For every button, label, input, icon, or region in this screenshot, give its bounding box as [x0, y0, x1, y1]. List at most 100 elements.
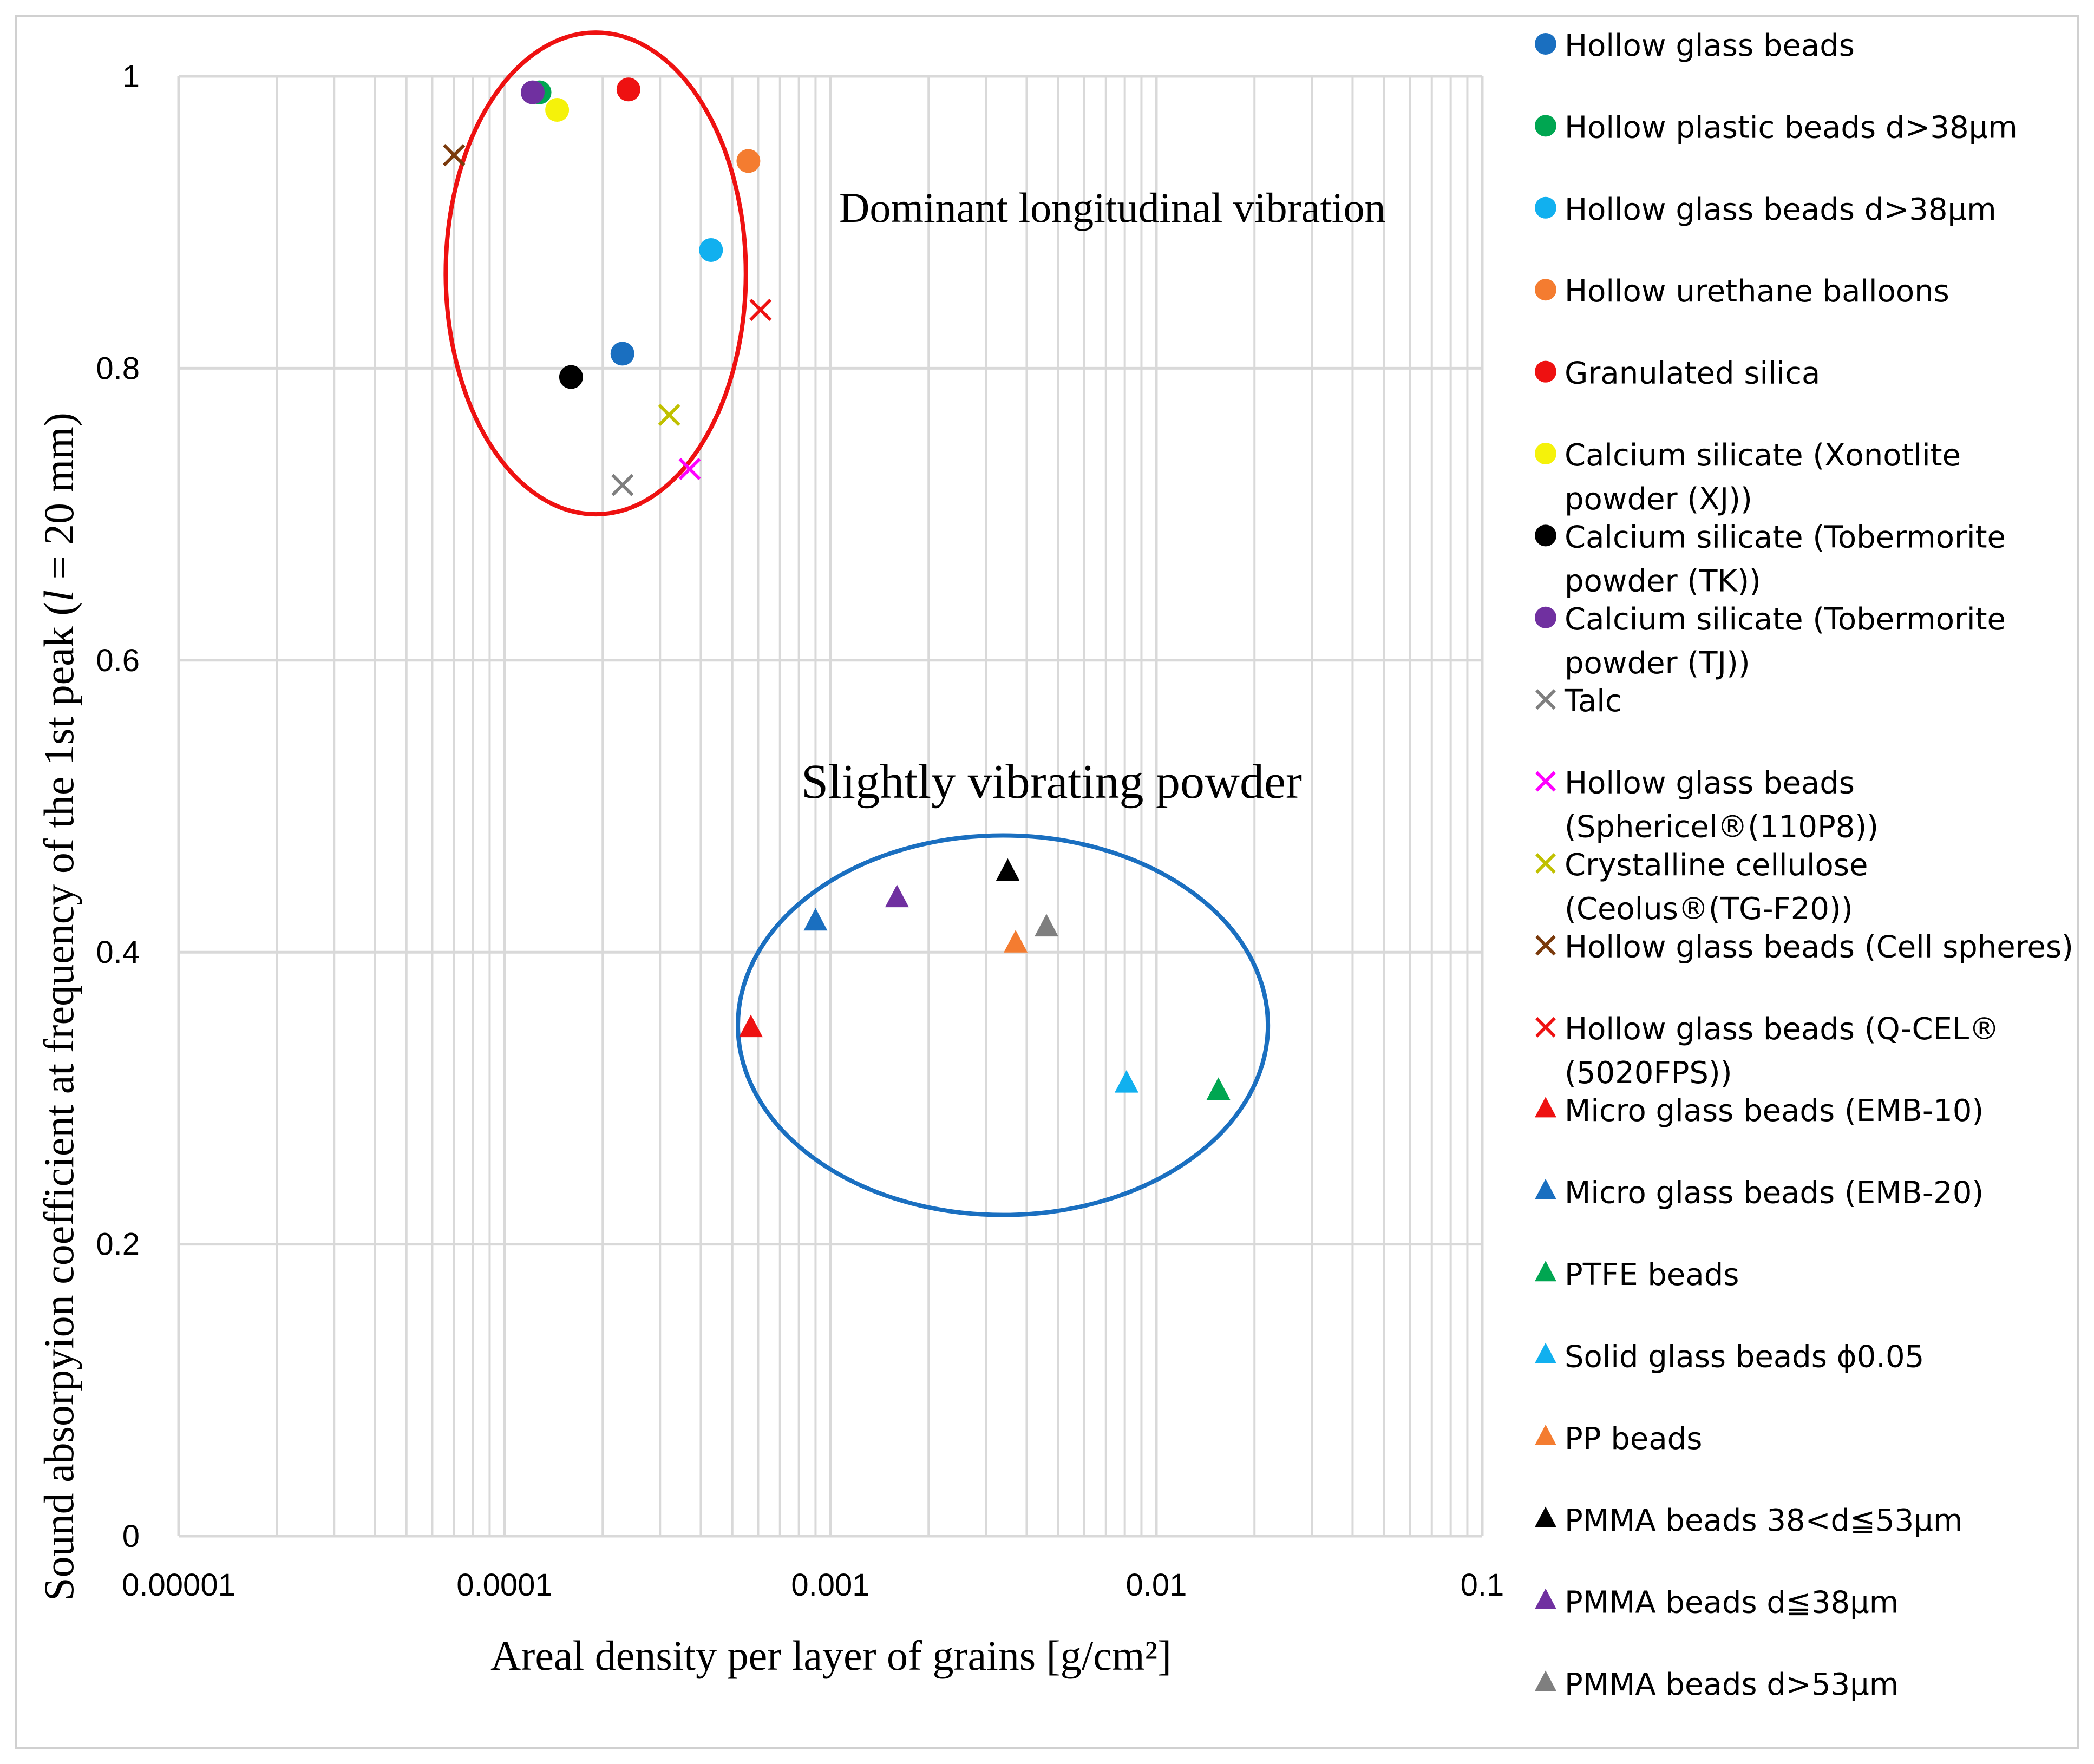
x-tick-label: 0.0001	[456, 1568, 552, 1603]
x-axis-title: Areal density per layer of grains [g/cm²…	[490, 1632, 1172, 1679]
legend-label: Hollow glass beads d>38μm	[1565, 192, 1997, 227]
legend-marker	[1535, 1506, 1556, 1527]
legend-label: Calcium silicate (Xonotlite	[1565, 438, 1961, 473]
legend-marker	[1535, 443, 1556, 464]
point-triangle	[1206, 1077, 1231, 1100]
legend-marker-stroke	[1535, 1017, 1556, 1038]
point-cross-stroke	[443, 144, 466, 167]
legend-label: Hollow glass beads (Q-CEL®	[1565, 1012, 1999, 1047]
legend-marker	[1535, 1588, 1556, 1609]
legend-marker	[1535, 935, 1556, 956]
point-triangle	[996, 858, 1020, 881]
legend-marker	[1535, 1342, 1556, 1363]
point-triangle	[1004, 929, 1028, 953]
legend-label: PP beads	[1565, 1421, 1702, 1457]
point-triangle	[885, 884, 909, 908]
point-cross	[443, 144, 466, 167]
point-triangle	[739, 1014, 763, 1038]
legend-label: Calcium silicate (Tobermorite	[1565, 520, 2006, 555]
legend-label: Talc	[1564, 684, 1622, 719]
legend-label: PTFE beads	[1565, 1257, 1739, 1293]
legend-label: PMMA beads d>53μm	[1565, 1667, 1899, 1702]
y-tick-label: 0.8	[96, 351, 140, 386]
legend-label: Crystalline cellulose	[1565, 848, 1868, 883]
legend-marker	[1535, 1261, 1556, 1282]
slight-vibration-label: Slightly vibrating powder	[801, 755, 1302, 809]
legend-marker-stroke	[1535, 771, 1556, 792]
x-tick-label: 0.01	[1126, 1568, 1187, 1603]
y-axis-title-part: Sound absorpyion coefficient at frequenc…	[35, 602, 82, 1601]
legend-marker	[1535, 606, 1556, 628]
point-circle	[699, 238, 723, 262]
legend-label: Micro glass beads (EMB-20)	[1565, 1176, 1984, 1211]
legend-label: (Ceolus®(TG-F20))	[1565, 891, 1853, 927]
legend-label: powder (TJ))	[1565, 646, 1750, 681]
legend-marker	[1535, 1178, 1556, 1199]
x-tick-label: 0.1	[1461, 1568, 1504, 1603]
dominant-vibration-ellipse	[443, 30, 748, 517]
slight-vibration-ellipse	[736, 833, 1271, 1217]
legend-label: powder (TK))	[1565, 563, 1761, 599]
legend-label: Hollow glass beads	[1565, 766, 1855, 801]
legend-label: Hollow glass beads (Cell spheres)	[1565, 929, 2073, 965]
dominant-vibration-label: Dominant longitudinal vibration	[839, 184, 1386, 231]
annotation-labels: Dominant longitudinal vibration Slightly …	[801, 184, 1386, 809]
legend-marker	[1535, 524, 1556, 547]
legend-marker	[1535, 1425, 1556, 1445]
point-cross	[658, 404, 680, 427]
legend-label: PMMA beads 38<d≦53μm	[1565, 1503, 1962, 1538]
y-axis-title-part: = 20 mm)	[35, 412, 82, 590]
point-circle	[520, 80, 545, 104]
legend-marker	[1535, 1097, 1556, 1118]
grid	[177, 75, 1484, 1538]
y-tick-label: 0	[122, 1519, 140, 1554]
legend-label: Hollow plastic beads d>38μm	[1565, 110, 2018, 145]
legend-marker	[1535, 1670, 1556, 1691]
legend-marker-stroke	[1535, 689, 1556, 710]
point-circle	[616, 77, 640, 102]
point-cross	[678, 457, 701, 481]
y-axis-title: Sound absorpyion coefficient at frequenc…	[35, 412, 82, 1601]
tick-labels: 0.00001 0.0001 0.001 0.01 0.1 0 0.2 0.4 0.6 0.8 1	[96, 59, 1504, 1603]
legend-marker	[1535, 196, 1556, 219]
legend-marker-stroke	[1535, 853, 1556, 874]
legend-label: Hollow urethane balloons	[1565, 274, 1949, 309]
legend-label: (5020FPS))	[1565, 1055, 1732, 1091]
chart-frame	[15, 15, 2079, 1749]
point-circle	[559, 365, 583, 389]
point-cross	[749, 298, 772, 322]
y-tick-label: 0.4	[96, 935, 140, 970]
point-triangle	[803, 908, 828, 931]
legend-label: (Sphericel®(110P8))	[1565, 810, 1879, 845]
legend-label: Granulated silica	[1565, 356, 1820, 391]
point-cross-stroke	[749, 298, 772, 322]
x-tick-label: 0.00001	[122, 1568, 235, 1603]
point-circle	[736, 149, 761, 173]
x-tick-label: 0.001	[791, 1568, 869, 1603]
point-circle	[610, 342, 634, 366]
legend-marker	[1535, 360, 1556, 383]
point-circle	[545, 98, 570, 122]
legend-marker	[1535, 689, 1556, 710]
legend-label: powder (XJ))	[1565, 482, 1752, 517]
legend: Hollow glass beads Hollow plastic beads d…	[1535, 28, 2073, 1702]
annotation-ellipses	[443, 30, 1271, 1217]
legend-marker	[1535, 115, 1556, 137]
y-axis-title-part: l	[35, 590, 82, 602]
legend-label: Solid glass beads ϕ0.05	[1565, 1339, 1924, 1374]
legend-marker-stroke	[1535, 935, 1556, 956]
y-tick-label: 0.2	[96, 1227, 140, 1262]
point-triangle	[1114, 1070, 1138, 1093]
point-cross	[611, 474, 634, 496]
legend-marker	[1535, 33, 1556, 55]
legend-marker	[1535, 853, 1556, 874]
legend-label: Calcium silicate (Tobermorite	[1565, 602, 2006, 637]
data-points	[443, 77, 1231, 1100]
legend-marker	[1535, 1017, 1556, 1038]
point-cross-stroke	[611, 474, 634, 496]
y-tick-label: 1	[122, 59, 140, 94]
point-cross-stroke	[678, 457, 701, 481]
legend-label: PMMA beads d≦38μm	[1565, 1585, 1899, 1621]
legend-label: Hollow glass beads	[1565, 28, 1855, 63]
